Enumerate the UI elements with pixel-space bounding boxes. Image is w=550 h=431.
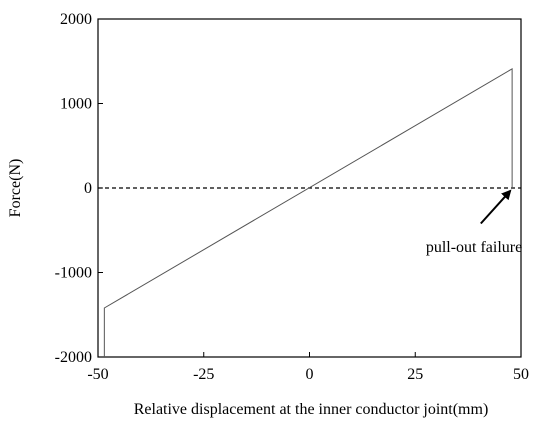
annotation-label: pull-out failure	[426, 239, 522, 256]
y-tick-label: 0	[84, 180, 92, 197]
y-axis-label: Force(N)	[7, 159, 24, 218]
y-tick-label: 2000	[60, 11, 92, 28]
y-tick-label: 1000	[60, 96, 92, 113]
y-tick-label: -1000	[55, 265, 92, 282]
annotation-arrow	[480, 189, 512, 225]
x-tick-label: -25	[193, 366, 214, 383]
x-tick-label: 25	[407, 366, 423, 383]
x-tick-label: -50	[87, 366, 108, 383]
x-axis-label: Relative displacement at the inner condu…	[134, 401, 489, 418]
x-tick-label: 0	[306, 366, 314, 383]
y-tick-label: -2000	[55, 349, 92, 366]
x-tick-label: 50	[513, 366, 529, 383]
series-line-0	[103, 67, 513, 357]
